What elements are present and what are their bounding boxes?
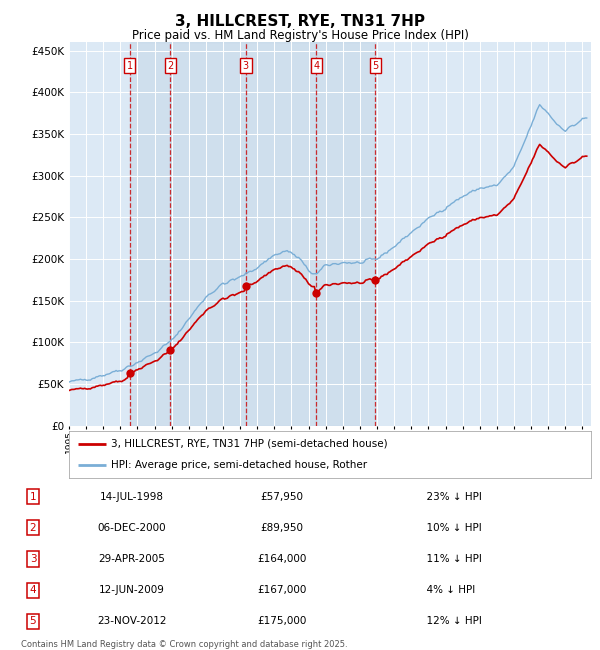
Text: 14-JUL-1998: 14-JUL-1998 (100, 491, 164, 502)
Text: 4: 4 (29, 585, 37, 595)
Text: 3: 3 (243, 60, 249, 71)
Text: 2: 2 (29, 523, 37, 533)
Text: 06-DEC-2000: 06-DEC-2000 (98, 523, 166, 533)
Text: 1: 1 (127, 60, 133, 71)
Text: 12% ↓ HPI: 12% ↓ HPI (420, 616, 482, 627)
Bar (316, 42, 376, 426)
Text: 5: 5 (372, 60, 379, 71)
Text: 4% ↓ HPI: 4% ↓ HPI (420, 585, 475, 595)
Text: 23% ↓ HPI: 23% ↓ HPI (420, 491, 482, 502)
Text: £164,000: £164,000 (257, 554, 307, 564)
Text: 5: 5 (29, 616, 37, 627)
Text: Price paid vs. HM Land Registry's House Price Index (HPI): Price paid vs. HM Land Registry's House … (131, 29, 469, 42)
Bar (170, 42, 246, 426)
Text: £57,950: £57,950 (260, 491, 304, 502)
Text: HPI: Average price, semi-detached house, Rother: HPI: Average price, semi-detached house,… (111, 460, 367, 470)
Text: £89,950: £89,950 (260, 523, 304, 533)
Text: Contains HM Land Registry data © Crown copyright and database right 2025.: Contains HM Land Registry data © Crown c… (21, 640, 347, 649)
Text: 29-APR-2005: 29-APR-2005 (98, 554, 166, 564)
Text: £175,000: £175,000 (257, 616, 307, 627)
Text: 2: 2 (167, 60, 173, 71)
Bar (246, 42, 316, 426)
Text: 4: 4 (313, 60, 319, 71)
Text: 12-JUN-2009: 12-JUN-2009 (99, 585, 165, 595)
Text: 23-NOV-2012: 23-NOV-2012 (97, 616, 167, 627)
Text: 1: 1 (29, 491, 37, 502)
Text: 11% ↓ HPI: 11% ↓ HPI (420, 554, 482, 564)
Text: 3, HILLCREST, RYE, TN31 7HP (semi-detached house): 3, HILLCREST, RYE, TN31 7HP (semi-detach… (111, 439, 388, 448)
Text: 10% ↓ HPI: 10% ↓ HPI (420, 523, 482, 533)
Text: £167,000: £167,000 (257, 585, 307, 595)
Text: 3, HILLCREST, RYE, TN31 7HP: 3, HILLCREST, RYE, TN31 7HP (175, 14, 425, 29)
Text: 3: 3 (29, 554, 37, 564)
Bar (130, 42, 170, 426)
